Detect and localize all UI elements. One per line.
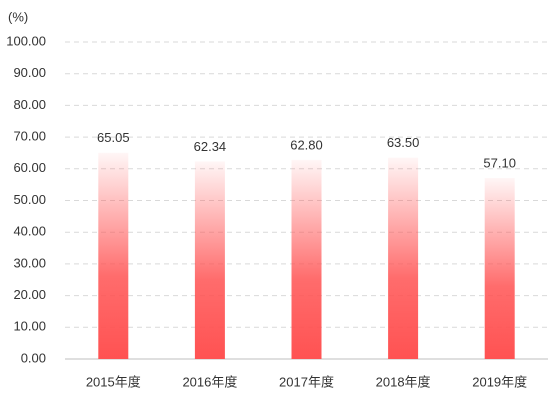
x-tick-label: 2017年度: [279, 374, 334, 389]
bar: [194, 161, 225, 359]
data-label: 62.80: [290, 137, 323, 152]
data-label: 63.50: [387, 135, 420, 150]
data-label: 62.34: [194, 139, 227, 154]
y-tick-label: 30.00: [13, 255, 46, 270]
y-tick-label: 100.00: [6, 33, 46, 48]
y-tick-label: 70.00: [13, 129, 46, 144]
x-tick-label: 2019年度: [472, 374, 527, 389]
x-tick-label: 2016年度: [182, 374, 237, 389]
y-tick-label: 40.00: [13, 224, 46, 239]
x-tick-label: 2018年度: [376, 374, 431, 389]
y-tick-label: 90.00: [13, 65, 46, 80]
bar: [98, 152, 129, 359]
y-axis-unit: (%): [8, 9, 28, 24]
y-tick-label: 50.00: [13, 192, 46, 207]
y-tick-label: 10.00: [13, 319, 46, 334]
bar: [484, 177, 515, 359]
bar: [388, 157, 419, 359]
y-tick-label: 80.00: [13, 97, 46, 112]
y-tick-label: 0.00: [21, 350, 46, 365]
data-label: 57.10: [483, 155, 516, 170]
data-label: 65.05: [97, 130, 130, 145]
y-tick-label: 60.00: [13, 160, 46, 175]
x-tick-label: 2015年度: [86, 374, 141, 389]
y-tick-label: 20.00: [13, 287, 46, 302]
bar: [291, 159, 322, 359]
